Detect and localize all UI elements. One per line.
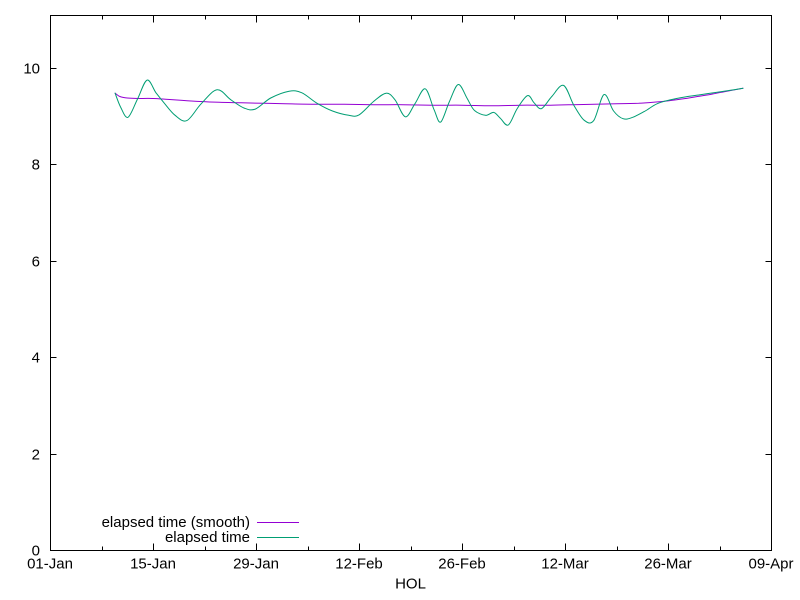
legend-label: elapsed time (smooth) (102, 514, 250, 531)
x-tick-label: 26-Mar (644, 556, 692, 573)
y-tick-label: 0 (32, 543, 40, 560)
x-tick-label: 12-Mar (541, 556, 589, 573)
y-tick-label: 6 (32, 254, 40, 271)
x-tick-label: 26-Feb (438, 556, 486, 573)
x-axis-title: HOL (395, 576, 426, 593)
x-tick-label: 01-Jan (27, 556, 73, 573)
legend-label: elapsed time (165, 529, 250, 546)
y-tick-label: 8 (32, 157, 40, 174)
y-tick-label: 2 (32, 447, 40, 464)
y-tick-label: 4 (32, 350, 40, 367)
x-tick-label: 09-Apr (748, 556, 793, 573)
x-tick-label: 12-Feb (335, 556, 383, 573)
y-tick-label: 10 (23, 61, 40, 78)
series-line-raw (114, 79, 744, 126)
x-tick-label: 15-Jan (130, 556, 176, 573)
x-tick-label: 29-Jan (233, 556, 279, 573)
